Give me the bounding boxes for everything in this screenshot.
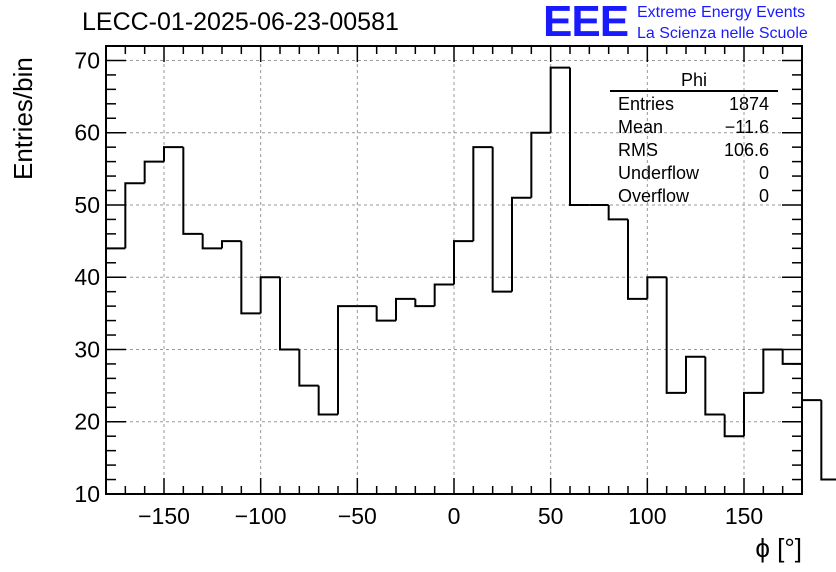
x-tick-label: −50 [338,503,377,529]
y-tick-label: 30 [74,336,100,362]
histogram-bin [472,146,493,242]
stats-title: Phi [681,70,707,90]
x-tick-label: 0 [448,503,461,529]
histogram-bin [743,391,764,437]
x-tick-label: −150 [138,503,190,529]
stats-value: 1874 [729,94,769,114]
y-tick-label: 40 [74,264,100,290]
stats-box: Phi Entries 1874 Mean −11.6 RMS 106.6 Underflo… [610,70,778,206]
histogram-bin [453,240,474,285]
histogram-bin [124,182,145,249]
run-title: LECC-01-2025-06-23-00581 [82,8,399,36]
histogram-bin [820,400,836,481]
stats-value: 0 [759,186,769,206]
histogram-bin [201,233,222,250]
axis-ticks [105,45,803,495]
histogram-bin [163,146,184,162]
histogram-bin [607,204,628,221]
x-tick-label: 100 [628,503,666,529]
histogram-bin [259,276,280,314]
y-tick-label: 10 [74,481,100,507]
histogram-bin [704,356,725,416]
tick-labels: −150 −100 −50 0 50 100 150 10 20 30 40 50 60 70 [74,47,763,529]
stats-value: −11.6 [725,117,769,137]
eee-logo: EEE [543,0,629,46]
histogram-bin [337,305,358,415]
histogram-bin [530,131,551,198]
y-tick-label: 60 [74,120,100,146]
logo-subtitle-2: La Scienza nelle Scuole [637,25,808,42]
histogram-bin [279,277,300,351]
stats-label: Underflow [618,163,700,183]
histogram-bin [221,240,242,249]
histogram-bin [433,283,454,307]
histogram-bin [781,349,802,365]
stats-value: 106.6 [724,140,769,160]
histogram-bin [511,196,532,292]
y-tick-label: 20 [74,409,100,435]
histogram-bin [646,276,667,299]
histogram-bin [549,66,570,133]
grid-lines [106,46,802,495]
histogram-bin [685,355,706,393]
logo-subtitle-1: Extreme Energy Events [637,4,806,21]
histogram-bin [143,160,164,184]
histogram-bin [491,147,512,293]
x-tick-label: −100 [235,503,287,529]
histogram-bin [723,414,744,438]
histogram-bin [240,241,261,315]
stats-label: Overflow [618,186,690,206]
histogram-bin [801,363,822,402]
x-tick-label: 50 [538,503,564,529]
histogram-bin [569,67,590,206]
histogram-bin [414,298,435,308]
histogram-bin [762,348,783,393]
y-tick-label: 50 [74,192,100,218]
stats-label: Mean [618,117,663,137]
histogram-bin [375,306,396,322]
histogram-bin [395,297,416,321]
histogram-bin [627,219,648,300]
y-axis-label: Entries/bin [8,57,38,180]
stats-label: Entries [618,94,674,114]
x-axis-label: ϕ [°] [755,533,802,563]
y-tick-label: 70 [74,47,100,73]
histogram-bin [317,385,338,416]
histogram-bin [298,349,319,387]
stats-label: RMS [618,140,658,160]
histogram-bin [182,147,203,235]
x-tick-label: 150 [725,503,763,529]
histogram-bin [665,277,686,394]
stats-value: 0 [759,163,769,183]
histogram-series [106,66,836,481]
